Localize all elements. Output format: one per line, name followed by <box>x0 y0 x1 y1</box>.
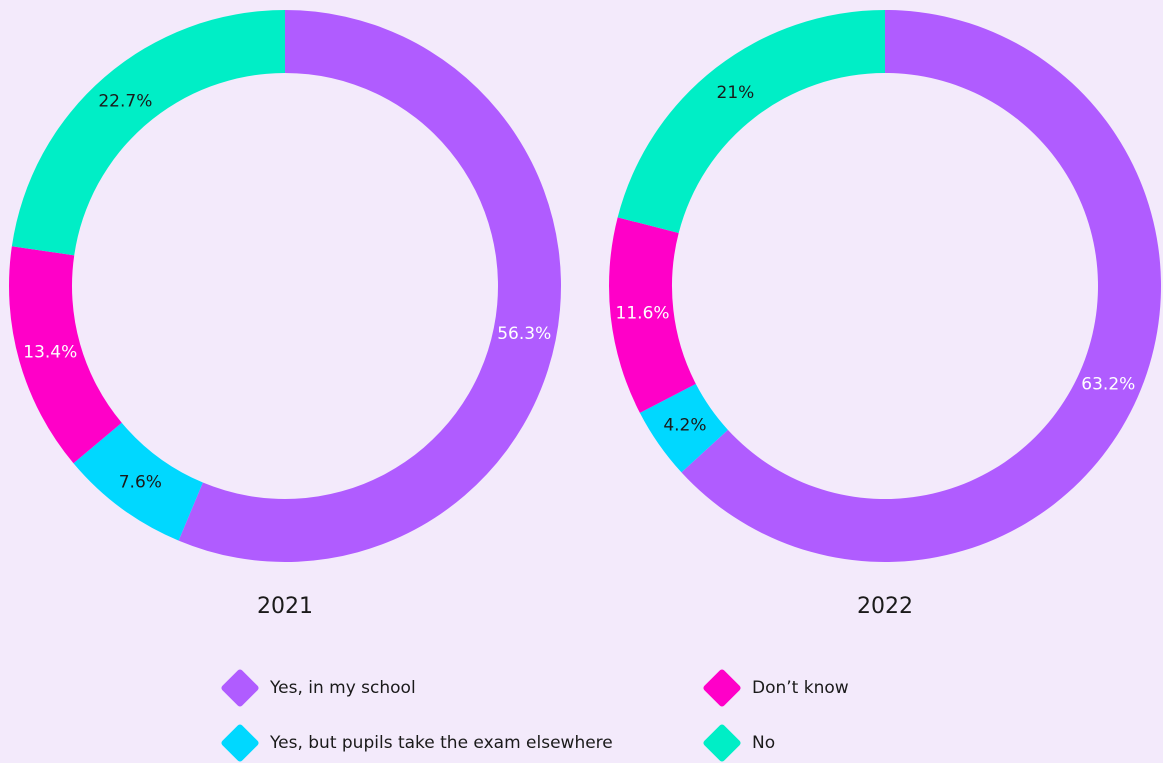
legend-label: Yes, but pupils take the exam elsewhere <box>269 733 613 753</box>
donut-segment <box>609 217 696 413</box>
donut-segment <box>681 10 1161 562</box>
data-label: 11.6% <box>616 304 670 324</box>
data-label: 63.2% <box>1081 374 1135 394</box>
legend-swatch <box>703 724 741 762</box>
data-label: 56.3% <box>497 324 551 344</box>
donut-segment <box>178 10 562 562</box>
donut-segment <box>11 10 286 256</box>
donut-segment <box>73 422 203 541</box>
legend-swatch <box>703 669 741 707</box>
legend-swatch <box>221 724 259 762</box>
donut-segment <box>8 246 122 464</box>
chart-title: 2021 <box>257 594 313 619</box>
legend-label: Yes, in my school <box>269 678 416 698</box>
legend-label: No <box>752 733 775 753</box>
data-label: 22.7% <box>98 91 152 111</box>
data-label: 7.6% <box>119 472 162 492</box>
legend-swatch <box>221 669 259 707</box>
donut-segment <box>617 10 885 234</box>
legend-label: Don’t know <box>752 678 849 698</box>
chart-title: 2022 <box>857 594 913 619</box>
donut-segment <box>639 383 728 473</box>
data-label: 13.4% <box>23 343 77 363</box>
data-label: 21% <box>717 83 755 103</box>
data-label: 4.2% <box>663 416 706 436</box>
